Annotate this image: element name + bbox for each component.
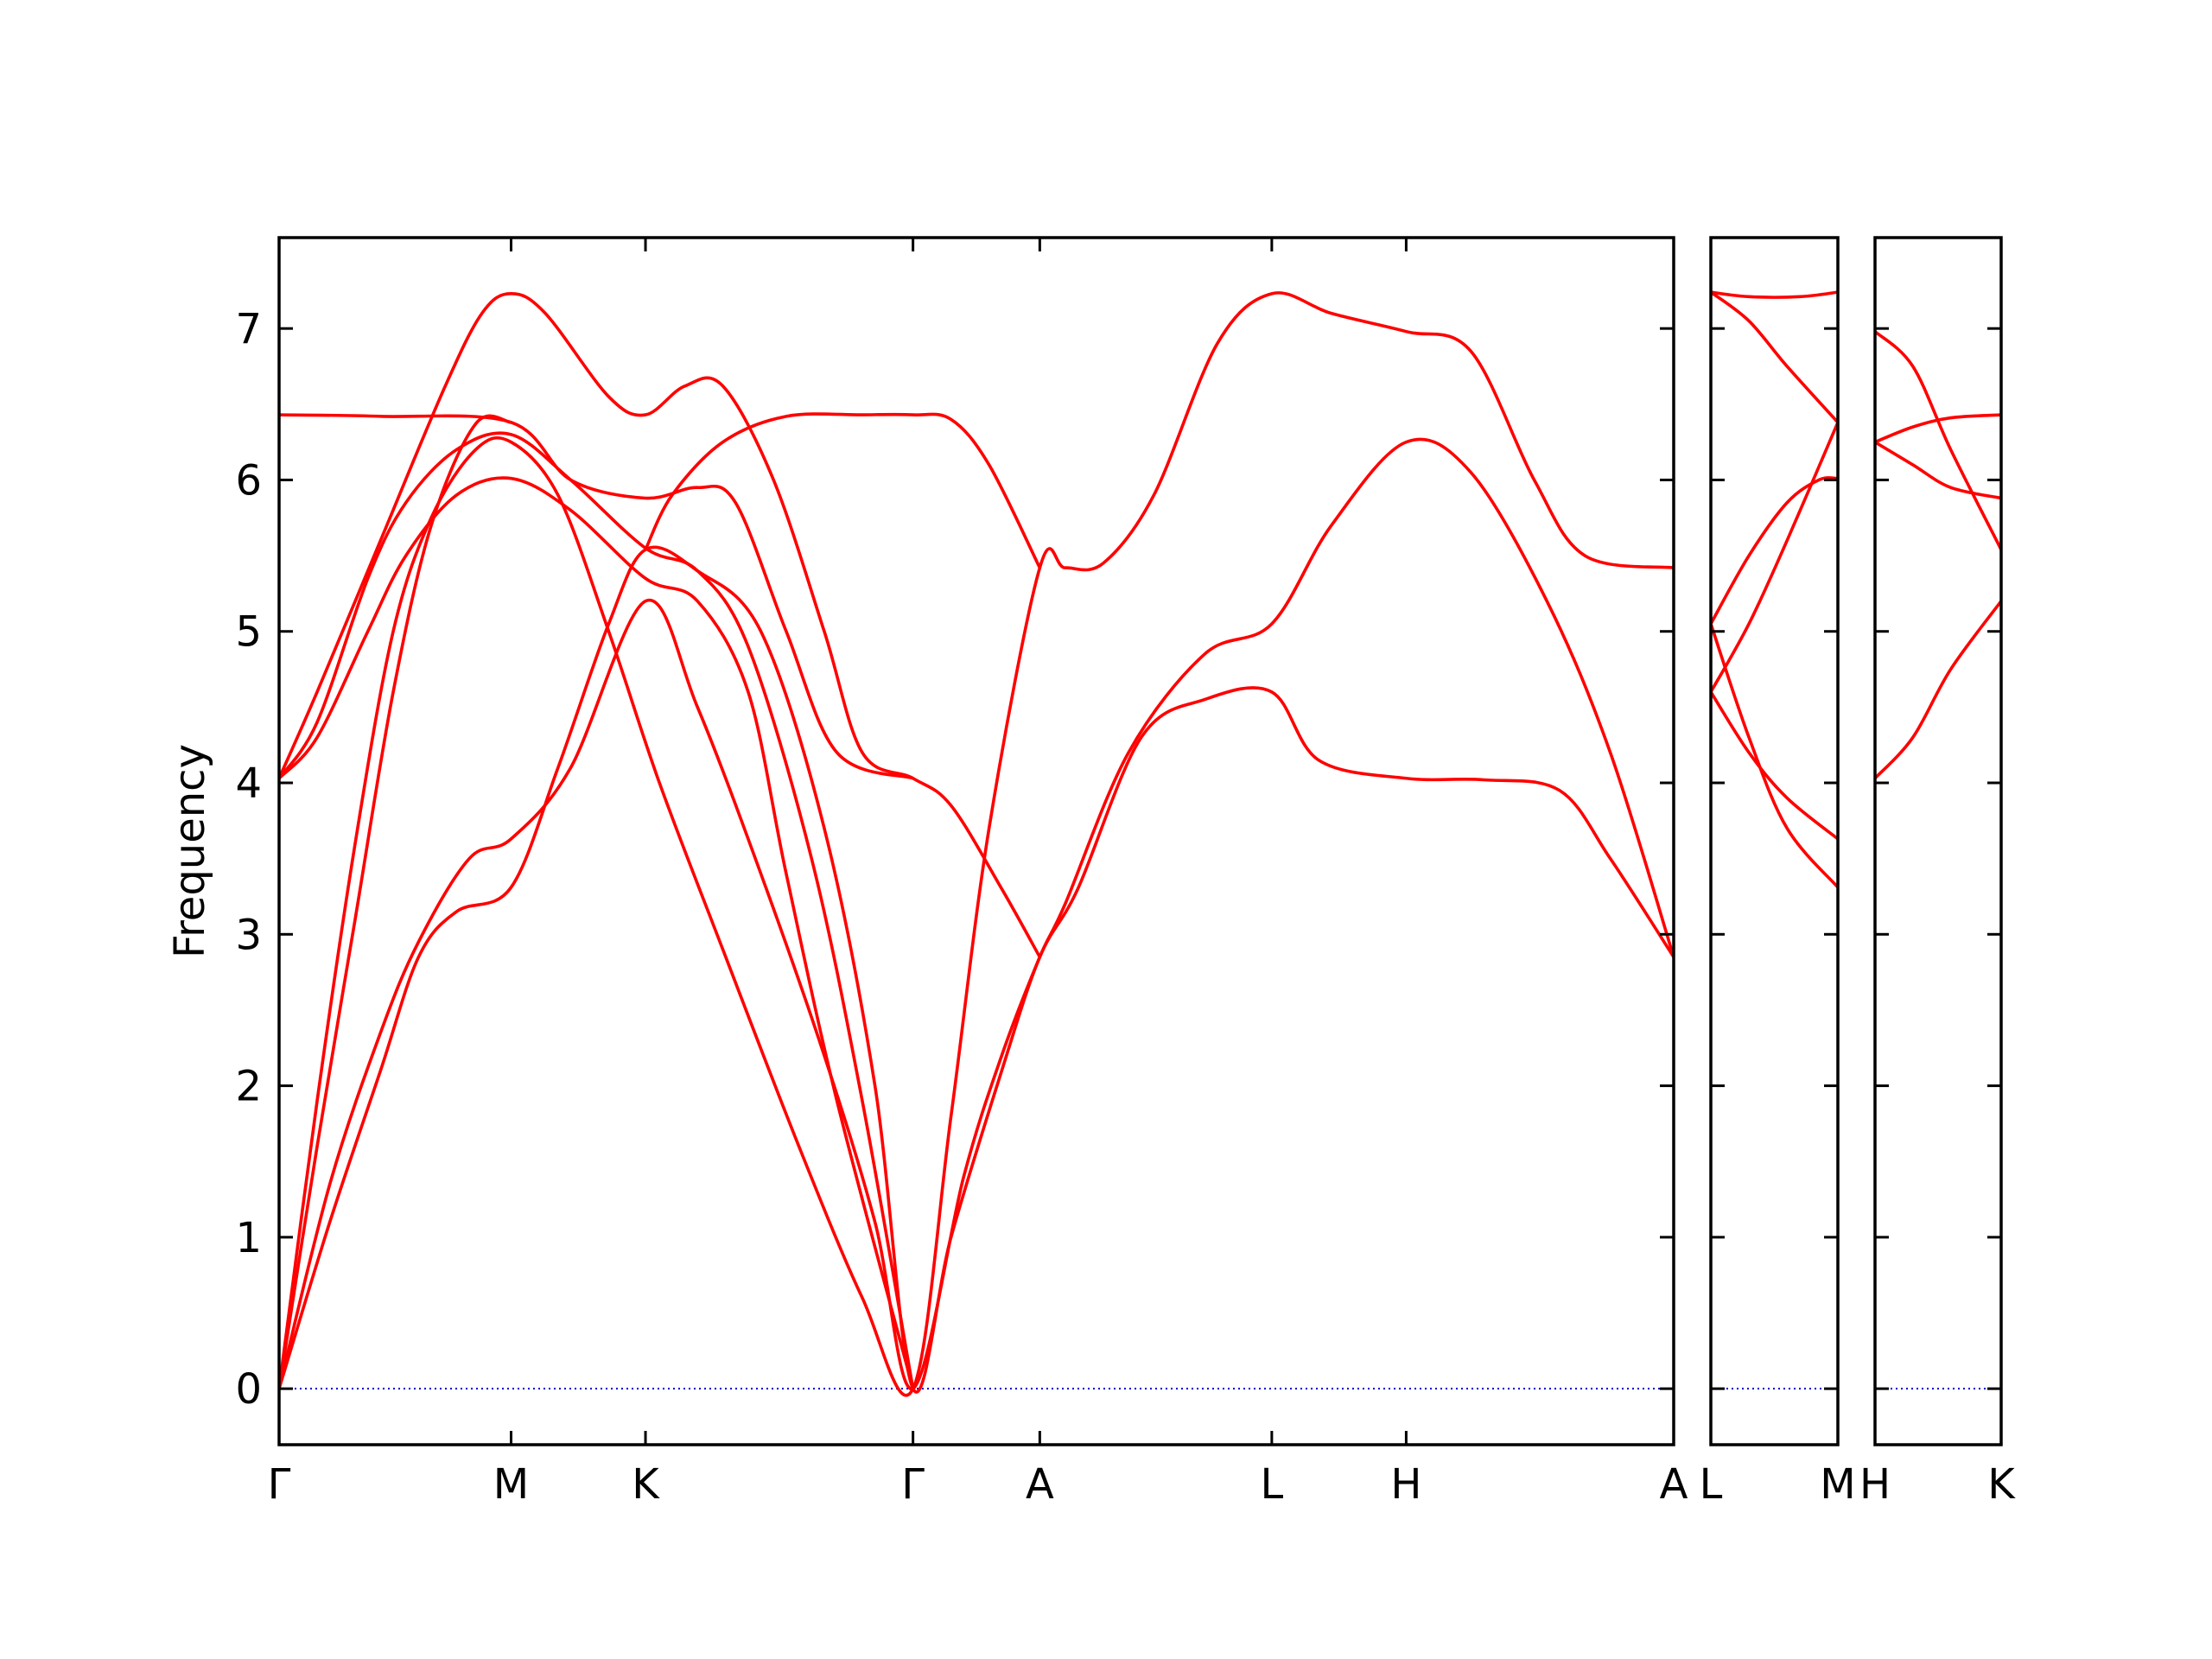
x-tick-label: L	[1260, 1460, 1283, 1509]
bands-H-K	[1875, 329, 2001, 780]
band-line-main-8	[279, 414, 513, 1390]
y-axis-label: Frequency	[166, 744, 214, 958]
band-line-main-3	[279, 291, 1674, 1397]
x-tick-label: A	[1660, 1460, 1688, 1509]
y-tick-label: 6	[235, 456, 262, 505]
band-line-L-M-6	[1711, 690, 1838, 841]
bands-main	[279, 291, 1674, 1397]
bands-L-M	[1711, 290, 1838, 889]
y-tick-label: 2	[235, 1063, 262, 1111]
x-tick-label: Γ	[901, 1460, 925, 1509]
band-line-L-M-1	[1711, 290, 1838, 299]
y-tick-label: 3	[235, 911, 262, 959]
band-line-L-M-5	[1711, 622, 1838, 889]
y-tick-label: 4	[235, 760, 262, 808]
band-line-main-1	[279, 545, 1674, 1394]
y-tick-label: 5	[235, 608, 262, 657]
band-line-L-M-4	[1711, 421, 1838, 694]
band-line-L-M-2	[1711, 290, 1838, 424]
band-line-main-4	[279, 431, 915, 1390]
panel-main: 0 1 2 3 4 5 6 7 Γ M K Γ A L H A	[235, 236, 1688, 1509]
band-line-H-K-4	[1875, 599, 2001, 780]
x-tick-label: M	[493, 1460, 529, 1509]
band-line-main-2	[279, 437, 1674, 1390]
x-tick-label: H	[1390, 1460, 1421, 1509]
panel-frame	[1709, 236, 1840, 1446]
y-tick-label: 7	[235, 305, 262, 353]
x-tick-label: Γ	[268, 1460, 291, 1509]
panel-frame	[277, 236, 1675, 1446]
x-tick-label: H	[1859, 1460, 1891, 1509]
x-tick-label: K	[632, 1460, 660, 1509]
band-line-H-K-2	[1875, 413, 2001, 444]
band-line-H-K-3	[1875, 440, 2001, 500]
band-line-L-M-3	[1711, 476, 1838, 626]
panel-frame	[1873, 236, 2003, 1446]
y-tick-label: 0	[235, 1365, 262, 1414]
y-tick-label: 1	[235, 1214, 262, 1262]
band-line-main-7	[279, 413, 915, 780]
x-tick-label: L	[1700, 1460, 1723, 1509]
x-tick-label: K	[1987, 1460, 2016, 1509]
band-line-main-9	[644, 412, 1042, 569]
x-tick-label: M	[1820, 1460, 1855, 1509]
band-line-H-K-1	[1875, 329, 2001, 551]
x-tick-label: A	[1026, 1460, 1054, 1509]
band-line-main-6	[279, 476, 915, 1390]
